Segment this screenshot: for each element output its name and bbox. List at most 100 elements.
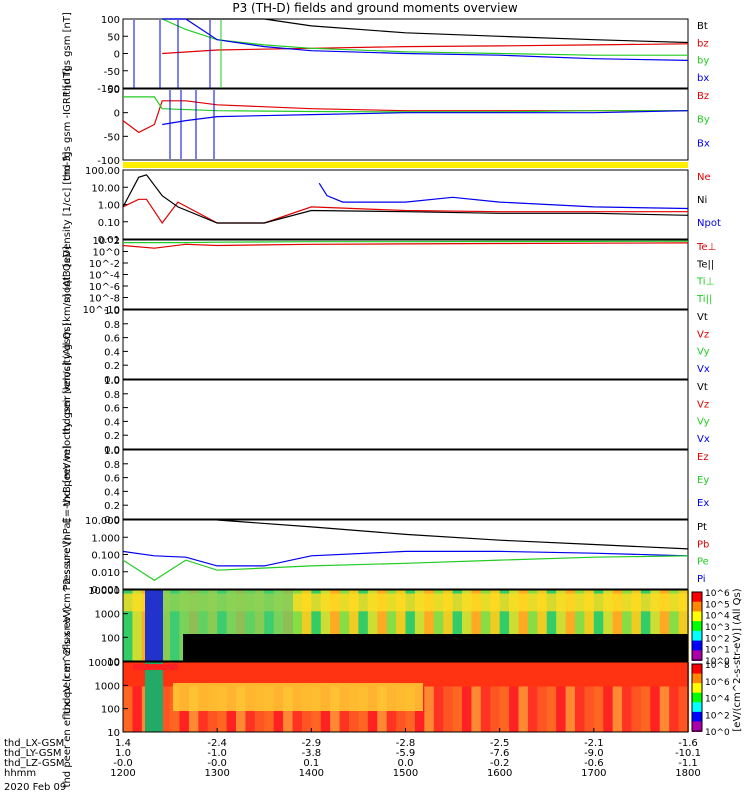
series-Ti⊥ [123, 240, 689, 244]
colorbar-cell [692, 601, 702, 613]
spectrogram-band [145, 662, 163, 732]
spectrogram-cell [518, 590, 529, 661]
xaxis-value: 1400 [299, 768, 324, 779]
legend-Vy: Vy [697, 347, 710, 358]
ylabel: Pressure [nPa] [62, 519, 73, 591]
yellow-bar [123, 162, 688, 168]
legend-Pb: Pb [697, 539, 709, 550]
legend-Vx: Vx [697, 434, 710, 445]
spectrogram-cell [527, 590, 539, 661]
legend-Pt: Pt [697, 522, 707, 533]
xaxis-value: -2.9 [302, 738, 322, 749]
colorbar-cell [692, 611, 702, 623]
spectrogram-cell [518, 662, 529, 732]
spectrogram-cell [424, 590, 435, 661]
spectrogram-cell [612, 590, 624, 661]
series-Pe [122, 555, 689, 582]
legend-Pi: Pi [697, 574, 706, 585]
xaxis-value: -2.8 [396, 738, 416, 749]
plot-title: P3 (TH-D) fields and ground moments over… [232, 1, 518, 15]
series-by [161, 18, 688, 56]
spectrogram-band [123, 662, 688, 687]
ylabel: thd peir en eflux eV (cm^2-s-sr-eV) [62, 537, 73, 715]
colorbar-tick: 10^4 [705, 612, 730, 622]
spectrogram-cell [650, 662, 661, 732]
spectrogram-band [145, 590, 163, 661]
spectrogram-cell [330, 590, 341, 661]
ytick-label: 0.10 [98, 218, 120, 229]
spectrogram-cell [462, 662, 473, 732]
spectrogram-cell [433, 662, 445, 732]
ytick-label: 1000 [95, 610, 120, 621]
spectrogram-cell [509, 662, 520, 732]
spectrogram-cell [367, 590, 379, 661]
spectrogram-cell [358, 590, 369, 661]
legend-By: By [697, 115, 710, 126]
spectrogram-band [183, 634, 688, 661]
ytick-label: 0.8 [104, 390, 120, 401]
ytick-label: 0.8 [104, 320, 120, 331]
colorbar-tick: 10^0 [705, 728, 730, 738]
xaxis-value: -3.8 [302, 748, 322, 759]
series-Bt [162, 18, 689, 44]
xaxis-value: 1200 [110, 768, 135, 779]
spectrogram-cell [546, 662, 558, 732]
spectrogram-cell [386, 590, 398, 661]
ytick-label: 10^-8 [89, 294, 120, 305]
xaxis-value: 0.0 [398, 758, 414, 769]
panel-frame [122, 309, 689, 380]
xaxis-value: -9.0 [584, 748, 604, 759]
legend-Vt: Vt [697, 382, 708, 393]
xaxis-value: -0.0 [207, 758, 227, 769]
ytick-label: 0.6 [104, 334, 120, 345]
colorbar-cell [692, 630, 702, 642]
ytick-label: 0.6 [104, 474, 120, 485]
legend-Ex: Ex [697, 498, 709, 509]
legend-Ni: Ni [697, 195, 707, 206]
spectrogram-cell [123, 590, 134, 661]
legend-Ez: Ez [697, 452, 709, 463]
series-Te⊥ [122, 242, 689, 249]
ylabel: thd peer velocity gsm [km/s] (All Qs) [62, 322, 73, 506]
spectrogram-cell [546, 590, 558, 661]
spectrogram-cell [339, 590, 350, 661]
spectrogram-cell [669, 662, 680, 732]
spectrogram-cell [575, 662, 586, 732]
ylabel: thd peir velocity gsm [km/s] (All Qs) [62, 254, 73, 435]
ytick-label: 10^-10 [83, 305, 120, 316]
legend-Npot: Npot [697, 218, 721, 229]
colorbar-cell [692, 692, 702, 704]
colorbar-tick: 10^1 [705, 646, 730, 656]
ytick-label: 1.0 [104, 446, 120, 457]
ytick-label: 10 [107, 657, 120, 668]
xaxis-value: -1.6 [678, 738, 698, 749]
spectrogram-cell [123, 662, 134, 732]
panel-frame [122, 88, 689, 161]
xaxis-value: -2.4 [207, 738, 227, 749]
xaxis-value: -2.1 [584, 738, 604, 749]
spectrogram-cell [565, 590, 576, 661]
spectrogram-8 [122, 589, 689, 662]
legend-Bx: Bx [697, 138, 710, 149]
ytick-label: 10000 [88, 586, 120, 597]
xaxis-value: 1600 [487, 768, 512, 779]
spectrogram-cell [640, 662, 652, 732]
spectrogram-cell [499, 590, 511, 661]
ylabel: thd fgs gsm -IGRF [nT] [62, 68, 73, 181]
ytick-label: 0.100 [91, 551, 120, 562]
ytick-label: 0.001 [91, 585, 120, 596]
ytick-label: 10 [107, 728, 120, 739]
spectrogram-cell [490, 590, 501, 661]
spectrogram-cell [311, 590, 322, 661]
ytick-label: 10.000 [85, 516, 120, 527]
colorbar-cell [692, 673, 702, 685]
spectrogram-cell [499, 662, 511, 732]
legend-Te⊥: Te⊥ [696, 242, 716, 253]
spectrogram-cell [301, 590, 313, 661]
spectrogram-cell [480, 590, 492, 661]
panel-frame [122, 239, 689, 310]
spectrogram-cell [396, 590, 407, 661]
legend-Vx: Vx [697, 364, 710, 375]
